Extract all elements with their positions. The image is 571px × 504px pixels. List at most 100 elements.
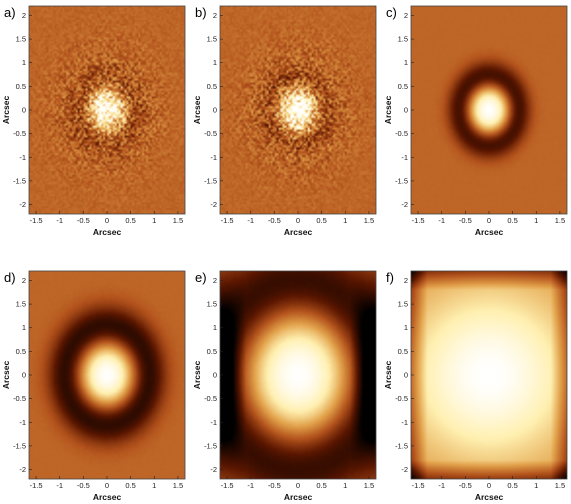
y-tick-label: -2 <box>19 465 26 474</box>
panel-b: -1.5 -1 -0.5 0 0.5 1 1.5 2 1.5 1 0.5 0 -0.5 -1 -1.5 -2 A… <box>192 5 377 237</box>
x-tick-label: 1 <box>152 481 156 490</box>
y-tick-label: -1.5 <box>13 441 26 450</box>
x-tick-label: 1 <box>343 481 347 490</box>
y-tick-label: -1.5 <box>204 441 217 450</box>
y-tick-label: 1.5 <box>398 300 408 309</box>
x-tick-label: -0.5 <box>268 216 281 225</box>
x-tick-label: 0 <box>105 481 109 490</box>
panel-c: -1.5 -1 -0.5 0 0.5 1 1.5 2 1.5 1 0.5 0 -0.5 -1 -1.5 -2 A… <box>383 5 568 237</box>
x-tick-label: 0.5 <box>507 216 517 225</box>
x-tick-label: 1.5 <box>364 216 374 225</box>
x-tick-label: -1.5 <box>221 481 234 490</box>
panel-image <box>29 6 185 214</box>
x-tick-label: -1.5 <box>30 481 43 490</box>
y-axis-label: Arcsec <box>383 361 393 390</box>
y-tick-label: -0.5 <box>13 394 26 403</box>
y-tick-label: -0.5 <box>395 129 408 138</box>
y-axis-label: Arcsec <box>383 96 393 125</box>
x-tick-label: -0.5 <box>459 481 472 490</box>
panel-letter: a) <box>4 5 16 20</box>
panel-d: -1.5 -1 -0.5 0 0.5 1 1.5 2 1.5 1 0.5 0 -0.5 -1 -1.5 -2 A… <box>1 270 186 502</box>
y-tick-label: 0.5 <box>398 82 408 91</box>
panel-image <box>220 6 376 214</box>
y-tick-label: 0 <box>404 371 408 380</box>
y-tick-label: -2 <box>401 200 408 209</box>
y-tick-label: 2 <box>213 11 217 20</box>
panel-f: -1.5 -1 -0.5 0 0.5 1 1.5 2 1.5 1 0.5 0 -0.5 -1 -1.5 -2 A… <box>383 270 568 502</box>
y-tick-label: -0.5 <box>13 129 26 138</box>
y-tick-label: -1 <box>210 418 217 427</box>
panel-letter: c) <box>386 5 397 20</box>
y-tick-label: -1.5 <box>13 176 26 185</box>
x-axis-label: Arcsec <box>475 227 504 237</box>
y-tick-label: 0.5 <box>207 347 217 356</box>
y-tick-label: 1.5 <box>398 35 408 44</box>
y-tick-label: 1 <box>213 323 217 332</box>
y-tick-label: 0 <box>213 371 217 380</box>
panel-letter: d) <box>4 270 16 285</box>
x-axis-label: Arcsec <box>93 227 122 237</box>
y-tick-label: -0.5 <box>395 394 408 403</box>
panel-image <box>29 271 185 479</box>
panel-e: -1.5 -1 -0.5 0 0.5 1 1.5 2 1.5 1 0.5 0 -0.5 -1 -1.5 -2 A… <box>192 270 377 502</box>
x-tick-label: -1 <box>56 216 63 225</box>
y-tick-label: 2 <box>404 11 408 20</box>
panel-image <box>220 271 376 479</box>
y-axis-label: Arcsec <box>192 96 202 125</box>
y-tick-label: 2 <box>22 276 26 285</box>
y-tick-label: -1 <box>401 418 408 427</box>
y-tick-label: 0.5 <box>16 347 26 356</box>
x-tick-label: 1 <box>343 216 347 225</box>
x-tick-label: -1 <box>438 216 445 225</box>
x-tick-label: 1 <box>534 216 538 225</box>
y-tick-label: 2 <box>213 276 217 285</box>
y-tick-label: -1 <box>19 418 26 427</box>
x-tick-label: 0.5 <box>125 481 135 490</box>
x-tick-label: -1.5 <box>412 481 425 490</box>
y-tick-label: -1.5 <box>395 176 408 185</box>
x-tick-label: 1.5 <box>555 216 565 225</box>
x-tick-label: 1.5 <box>173 216 183 225</box>
panel-letter: e) <box>195 270 207 285</box>
y-tick-label: 0 <box>22 371 26 380</box>
y-tick-label: 1.5 <box>16 35 26 44</box>
y-tick-label: 0.5 <box>398 347 408 356</box>
y-tick-label: -1 <box>401 153 408 162</box>
y-tick-label: -1.5 <box>395 441 408 450</box>
x-tick-label: -1.5 <box>221 216 234 225</box>
x-tick-label: -1 <box>56 481 63 490</box>
y-tick-label: 1.5 <box>207 300 217 309</box>
x-tick-label: 0.5 <box>316 216 326 225</box>
x-tick-label: -1 <box>438 481 445 490</box>
y-tick-label: -2 <box>210 200 217 209</box>
y-axis-label: Arcsec <box>1 96 11 125</box>
y-tick-label: -0.5 <box>204 129 217 138</box>
x-tick-label: -1.5 <box>30 216 43 225</box>
y-axis-label: Arcsec <box>1 361 11 390</box>
x-axis-label: Arcsec <box>284 227 313 237</box>
y-tick-label: 1 <box>22 58 26 67</box>
panel-a: -1.5 -1 -0.5 0 0.5 1 1.5 2 1.5 1 0.5 0 -0.5 -1 -1.5 -2 A… <box>1 5 186 237</box>
panel-image <box>411 6 567 214</box>
x-tick-label: 1.5 <box>173 481 183 490</box>
y-tick-label: -2 <box>401 465 408 474</box>
y-tick-label: -2 <box>210 465 217 474</box>
x-axis-label: Arcsec <box>475 492 504 502</box>
y-tick-label: 0 <box>404 106 408 115</box>
x-tick-label: -0.5 <box>77 216 90 225</box>
x-tick-label: 0.5 <box>316 481 326 490</box>
x-tick-label: -1 <box>247 481 254 490</box>
y-tick-label: 1 <box>213 58 217 67</box>
x-tick-label: -0.5 <box>77 481 90 490</box>
y-tick-label: 0 <box>213 106 217 115</box>
y-tick-label: 2 <box>22 11 26 20</box>
y-tick-label: 0 <box>22 106 26 115</box>
y-tick-label: 1 <box>404 58 408 67</box>
x-tick-label: 1 <box>152 216 156 225</box>
y-axis-label: Arcsec <box>192 361 202 390</box>
x-tick-label: 1 <box>534 481 538 490</box>
y-tick-label: 0.5 <box>16 82 26 91</box>
y-tick-label: 1.5 <box>16 300 26 309</box>
y-tick-label: -1 <box>210 153 217 162</box>
